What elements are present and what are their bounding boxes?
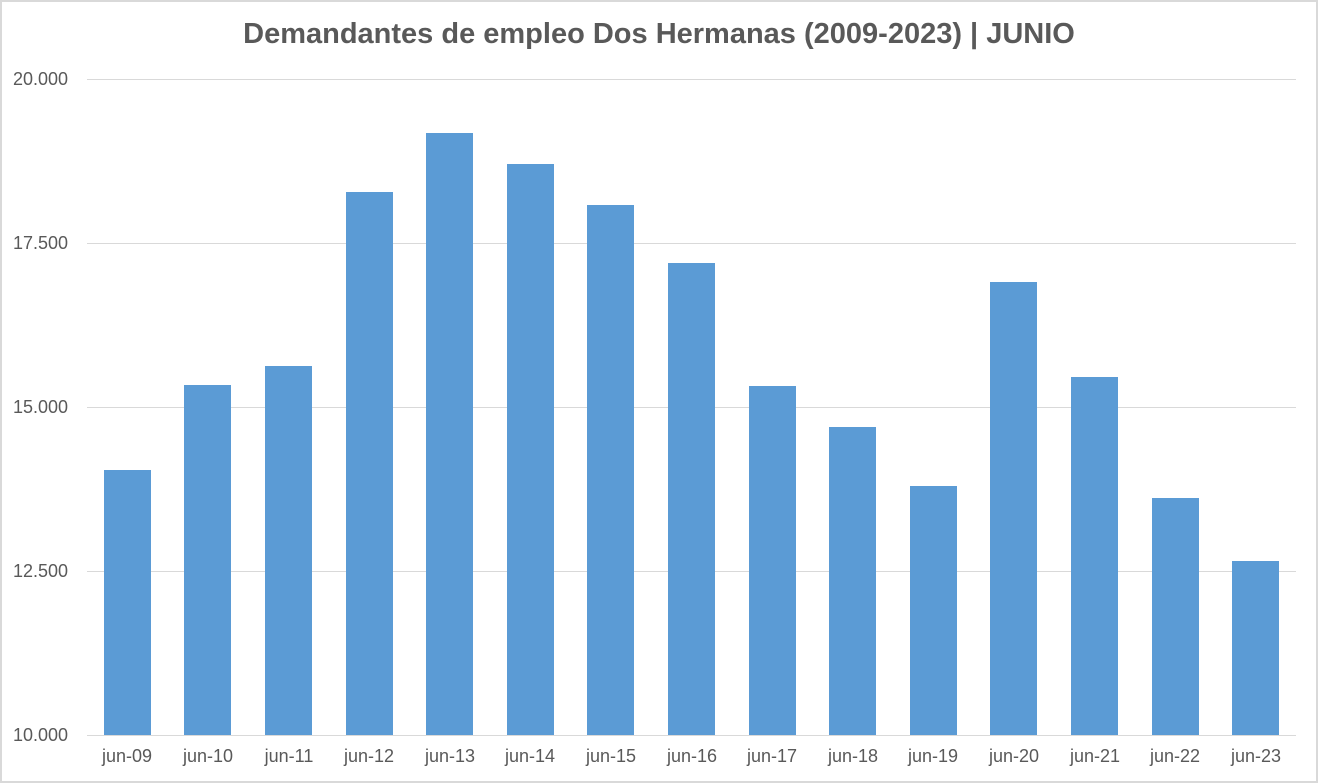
x-tick-label: jun-22: [1149, 746, 1201, 766]
chart-title: Demandantes de empleo Dos Hermanas (2009…: [243, 18, 1075, 50]
x-tick-label: jun-14: [504, 746, 556, 766]
x-tick-label: jun-17: [746, 746, 798, 766]
y-tick-label: 20.000: [12, 69, 68, 89]
x-tick-label: jun-16: [666, 746, 718, 766]
x-tick-label: jun-23: [1230, 746, 1282, 766]
x-tick-label: jun-20: [988, 746, 1040, 766]
bar-jun-10: [184, 385, 231, 735]
bar-jun-14: [507, 164, 554, 735]
bar-jun-15: [587, 205, 634, 735]
x-tick-label: jun-11: [264, 746, 314, 766]
x-tick-label: jun-10: [182, 746, 234, 766]
gridline-10000: [87, 735, 1296, 736]
x-tick-label: jun-21: [1069, 746, 1121, 766]
x-tick-label: jun-18: [827, 746, 879, 766]
x-tick-label: jun-13: [424, 746, 476, 766]
gridline-20000: [87, 79, 1296, 80]
y-tick-label: 15.000: [12, 397, 68, 417]
bar-jun-22: [1152, 498, 1199, 735]
x-tick-label: jun-15: [585, 746, 637, 766]
x-tick-label: jun-19: [907, 746, 959, 766]
bar-jun-11: [265, 366, 312, 735]
y-tick-label: 12.500: [12, 561, 68, 581]
x-tick-label: jun-12: [343, 746, 395, 766]
bar-jun-19: [910, 486, 957, 735]
bar-jun-16: [668, 263, 715, 735]
bar-jun-17: [749, 386, 796, 735]
bar-jun-09: [104, 470, 151, 735]
bar-jun-12: [346, 192, 393, 735]
bar-jun-21: [1071, 377, 1118, 735]
gridline-17500: [87, 243, 1296, 244]
bar-jun-13: [426, 133, 473, 735]
x-tick-label: jun-09: [101, 746, 153, 766]
plot-area: [87, 79, 1296, 736]
bar-jun-20: [990, 282, 1037, 735]
bar-jun-18: [829, 427, 876, 735]
bar-jun-23: [1232, 561, 1279, 735]
y-tick-label: 10.000: [12, 725, 68, 745]
y-tick-label: 17.500: [12, 233, 68, 253]
